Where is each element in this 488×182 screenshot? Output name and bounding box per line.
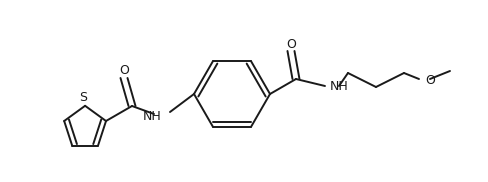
Text: O: O — [425, 74, 435, 88]
Text: NH: NH — [330, 80, 349, 94]
Text: NH: NH — [143, 110, 162, 122]
Text: O: O — [119, 64, 129, 78]
Text: O: O — [286, 37, 296, 50]
Text: S: S — [79, 91, 87, 104]
